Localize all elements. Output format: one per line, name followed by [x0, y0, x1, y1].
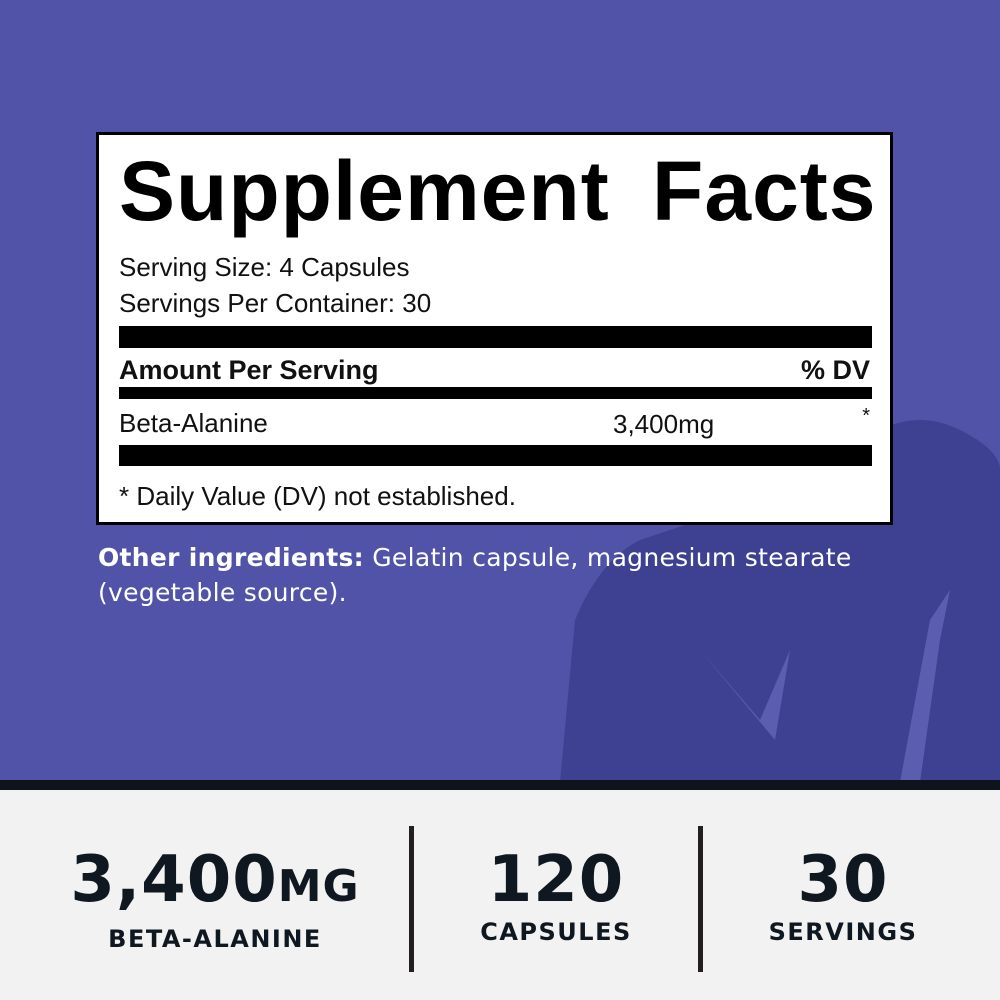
stat-value: 120 — [487, 843, 625, 917]
stat-divider — [698, 826, 703, 972]
stat-capsules: 120 CAPSULES — [414, 838, 698, 946]
other-ingredients-text: Gelatin capsule, magnesium stearate (veg… — [98, 543, 852, 607]
stat-value: 3,400 — [70, 843, 278, 917]
stat-label: SERVINGS — [768, 918, 918, 946]
stat-unit: MG — [277, 861, 360, 912]
supplement-facts-panel: Supplement Facts Serving Size: 4 Capsule… — [96, 132, 893, 525]
divider-bar — [119, 387, 872, 399]
facts-title: Supplement Facts — [119, 144, 877, 238]
ingredient-name: Beta-Alanine — [119, 408, 268, 438]
serving-size: Serving Size: 4 Capsules — [119, 252, 410, 282]
stat-beta-alanine: 3,400MG BETA-ALANINE — [40, 838, 390, 953]
stats-band: 3,400MG BETA-ALANINE 120 CAPSULES 30 SER… — [0, 790, 1000, 1000]
stats-top-border — [0, 780, 1000, 790]
servings-per-container: Servings Per Container: 30 — [119, 288, 432, 318]
amount-per-serving-header: Amount Per Serving — [119, 355, 379, 385]
divider-bar — [119, 445, 872, 466]
footnote: * Daily Value (DV) not established. — [119, 481, 516, 511]
other-ingredients: Other ingredients: Gelatin capsule, magn… — [98, 540, 918, 610]
dv-header: % DV — [800, 355, 870, 385]
ingredient-dv: * — [862, 405, 870, 427]
stat-label: BETA-ALANINE — [108, 925, 322, 953]
divider-bar — [119, 326, 872, 348]
stat-value: 30 — [797, 843, 889, 917]
stat-divider — [409, 826, 414, 972]
stat-label: CAPSULES — [480, 918, 632, 946]
ingredient-amount: 3,400mg — [613, 409, 715, 439]
other-ingredients-label: Other ingredients: — [98, 543, 364, 572]
stat-servings: 30 SERVINGS — [703, 838, 983, 946]
